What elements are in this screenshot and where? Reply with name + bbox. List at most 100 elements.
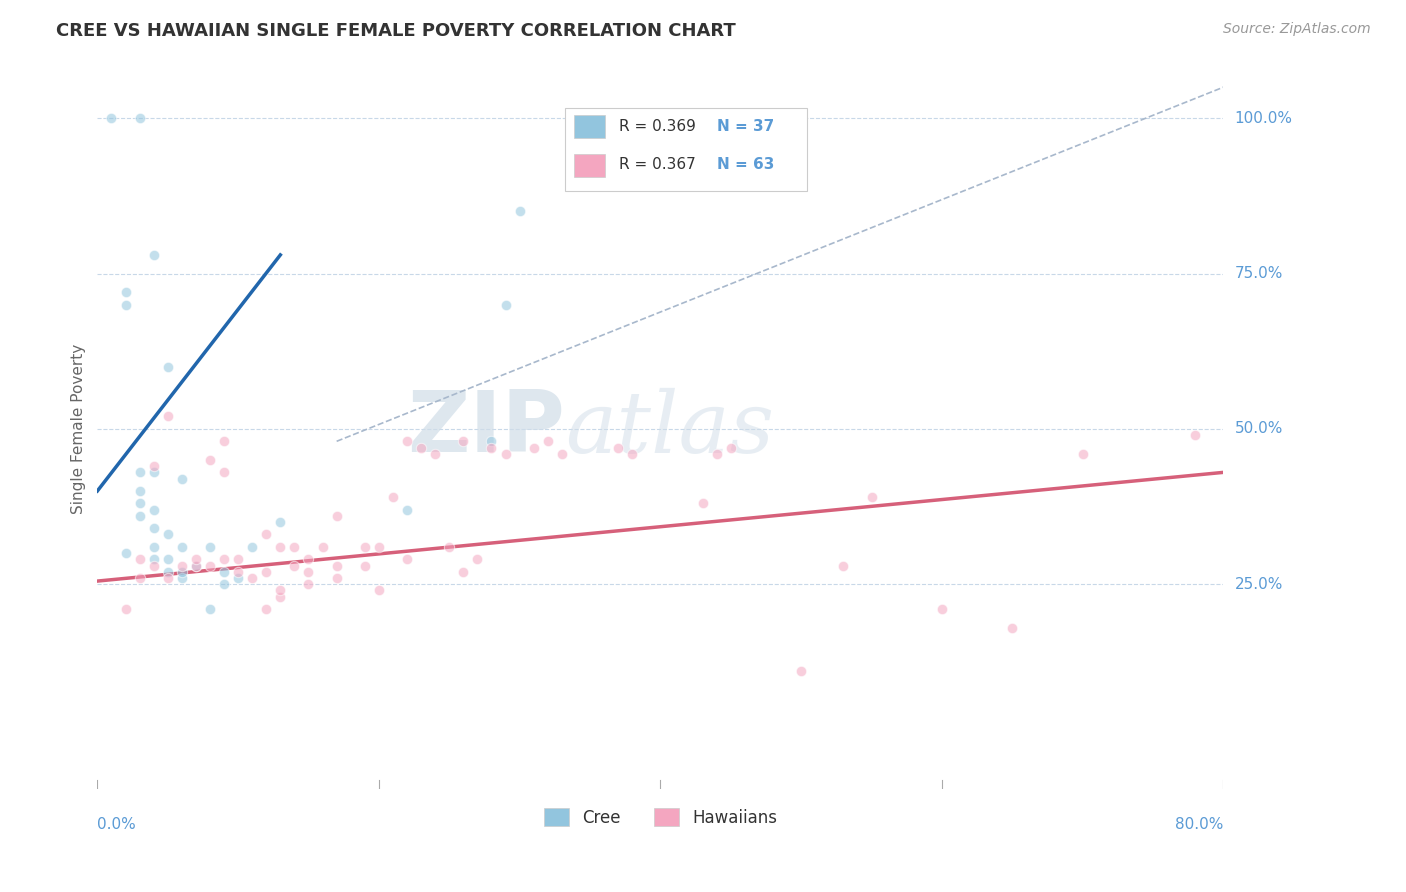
Point bbox=[537, 434, 560, 449]
Point bbox=[198, 558, 221, 573]
Point bbox=[706, 447, 728, 461]
Point bbox=[283, 558, 305, 573]
Text: R = 0.369: R = 0.369 bbox=[619, 120, 696, 135]
Point bbox=[453, 434, 475, 449]
Point bbox=[114, 546, 136, 560]
FancyBboxPatch shape bbox=[574, 115, 605, 138]
Point bbox=[254, 565, 277, 579]
Point bbox=[170, 565, 193, 579]
Text: atlas: atlas bbox=[565, 387, 773, 470]
Point bbox=[128, 552, 150, 566]
Point bbox=[269, 583, 291, 598]
Point bbox=[128, 112, 150, 126]
Point bbox=[226, 552, 249, 566]
Point bbox=[790, 664, 813, 678]
Point bbox=[495, 297, 517, 311]
Point bbox=[142, 466, 165, 480]
Text: 100.0%: 100.0% bbox=[1234, 111, 1292, 126]
Point bbox=[114, 602, 136, 616]
Point bbox=[481, 441, 503, 455]
Point bbox=[297, 565, 319, 579]
Point bbox=[692, 496, 714, 510]
Point bbox=[269, 540, 291, 554]
Point bbox=[832, 558, 855, 573]
Point bbox=[1001, 621, 1024, 635]
Point bbox=[411, 441, 433, 455]
Point bbox=[212, 577, 235, 591]
Point bbox=[353, 558, 375, 573]
FancyBboxPatch shape bbox=[574, 153, 605, 177]
Text: 25.0%: 25.0% bbox=[1234, 577, 1282, 591]
Point bbox=[395, 502, 418, 516]
Point bbox=[395, 434, 418, 449]
Text: 50.0%: 50.0% bbox=[1234, 421, 1282, 436]
Point bbox=[128, 466, 150, 480]
Point bbox=[240, 540, 263, 554]
Point bbox=[240, 571, 263, 585]
Point bbox=[142, 521, 165, 535]
Point bbox=[156, 359, 179, 374]
Point bbox=[170, 558, 193, 573]
Point bbox=[198, 602, 221, 616]
Point bbox=[367, 583, 389, 598]
Point bbox=[439, 540, 461, 554]
Point bbox=[142, 558, 165, 573]
Text: N = 63: N = 63 bbox=[717, 157, 775, 172]
Text: R = 0.367: R = 0.367 bbox=[619, 157, 696, 172]
Point bbox=[607, 441, 630, 455]
Point bbox=[495, 447, 517, 461]
Point bbox=[311, 540, 333, 554]
Text: ZIP: ZIP bbox=[406, 387, 565, 470]
Point bbox=[128, 571, 150, 585]
Point bbox=[100, 112, 122, 126]
Point bbox=[212, 434, 235, 449]
Point bbox=[254, 602, 277, 616]
Text: 80.0%: 80.0% bbox=[1175, 817, 1223, 832]
Point bbox=[283, 540, 305, 554]
Point bbox=[128, 483, 150, 498]
Point bbox=[142, 459, 165, 474]
Y-axis label: Single Female Poverty: Single Female Poverty bbox=[72, 343, 86, 514]
Point bbox=[269, 590, 291, 604]
Point bbox=[184, 558, 207, 573]
Point bbox=[551, 447, 574, 461]
Point bbox=[142, 248, 165, 262]
Point bbox=[353, 540, 375, 554]
Point bbox=[198, 453, 221, 467]
Point bbox=[523, 441, 546, 455]
Point bbox=[226, 565, 249, 579]
Point bbox=[114, 285, 136, 300]
Point bbox=[621, 447, 644, 461]
Point bbox=[128, 508, 150, 523]
Point bbox=[212, 552, 235, 566]
Point bbox=[509, 204, 531, 219]
Point bbox=[367, 540, 389, 554]
Point bbox=[381, 490, 404, 504]
Point bbox=[170, 472, 193, 486]
Point bbox=[297, 577, 319, 591]
Point bbox=[453, 565, 475, 579]
Point bbox=[156, 527, 179, 541]
Point bbox=[325, 558, 347, 573]
Point bbox=[114, 297, 136, 311]
Point bbox=[142, 502, 165, 516]
Point bbox=[481, 434, 503, 449]
Point bbox=[720, 112, 742, 126]
Point bbox=[184, 558, 207, 573]
Text: 75.0%: 75.0% bbox=[1234, 266, 1282, 281]
Point bbox=[156, 571, 179, 585]
FancyBboxPatch shape bbox=[565, 108, 807, 191]
Point bbox=[212, 565, 235, 579]
Point bbox=[156, 565, 179, 579]
Point bbox=[636, 112, 658, 126]
Point bbox=[931, 602, 953, 616]
Point bbox=[170, 571, 193, 585]
Point bbox=[325, 571, 347, 585]
Text: 0.0%: 0.0% bbox=[97, 817, 136, 832]
Text: N = 37: N = 37 bbox=[717, 120, 773, 135]
Point bbox=[269, 515, 291, 529]
Legend: Cree, Hawaiians: Cree, Hawaiians bbox=[536, 800, 786, 835]
Point bbox=[198, 540, 221, 554]
Point bbox=[254, 527, 277, 541]
Text: Source: ZipAtlas.com: Source: ZipAtlas.com bbox=[1223, 22, 1371, 37]
